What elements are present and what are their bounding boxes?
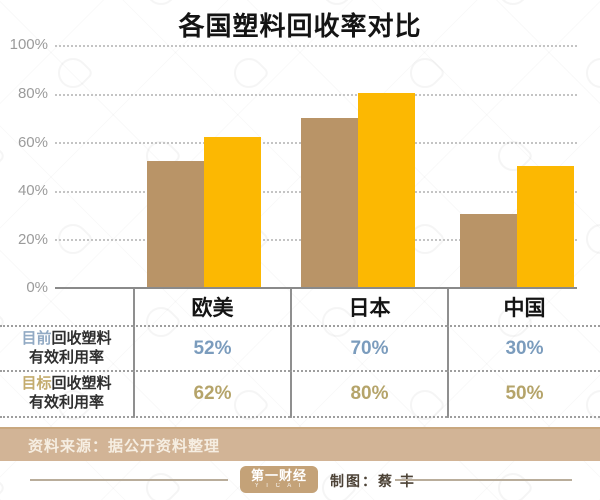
source-banner: 资料来源：据公开资料整理 [0, 427, 600, 461]
gridline [55, 94, 577, 96]
row-label-target-line2: 有效利用率 [28, 394, 104, 411]
category-label-china: 中国 [447, 289, 600, 327]
footer-divider-right [395, 479, 572, 481]
bar-current-中国 [460, 214, 517, 287]
table-corner-cell [0, 289, 133, 327]
x-axis-baseline [55, 287, 577, 289]
row-label-current: 目前回收塑料 有效利用率 [0, 327, 133, 372]
bar-target-欧美 [204, 137, 261, 287]
row-label-target: 目标回收塑料 有效利用率 [0, 372, 133, 418]
y-axis-tick: 40% [17, 182, 48, 199]
bar-target-日本 [358, 93, 415, 287]
source-text: 资料来源：据公开资料整理 [28, 437, 221, 455]
y-axis-tick: 0% [26, 279, 48, 296]
yicai-logo: 第一财经 Y I C A I [240, 466, 318, 493]
row-label-target-line1: 目标回收塑料 [21, 375, 112, 393]
data-table: 欧美 日本 中国 目前回收塑料 有效利用率 52% 70% 30% 目标回收塑料… [0, 289, 600, 418]
y-axis-tick: 20% [17, 231, 48, 248]
value-target-europe-us: 62% [133, 372, 290, 418]
gridline [55, 45, 577, 47]
bar-current-日本 [301, 118, 358, 287]
footer: 第一财经 Y I C A I 制图：蔡 丰 [0, 464, 600, 496]
y-axis-tick: 100% [9, 36, 48, 53]
footer-divider-left [30, 479, 228, 481]
chart-title: 各国塑料回收率对比 [178, 11, 422, 41]
value-current-japan: 70% [290, 327, 447, 372]
value-current-china: 30% [447, 327, 600, 372]
value-target-china: 50% [447, 372, 600, 418]
row-label-current-line1: 目前回收塑料 [21, 329, 112, 347]
category-label-europe-us: 欧美 [133, 289, 290, 327]
yicai-logo-text: 第一财经 [250, 468, 307, 483]
credit-text: 制图：蔡 丰 [330, 473, 416, 489]
yicai-logo-subtext: Y I C A I [254, 483, 304, 489]
value-current-europe-us: 52% [133, 327, 290, 372]
y-axis-tick: 60% [17, 134, 48, 151]
row-label-current-line2: 有效利用率 [28, 348, 104, 366]
bar-current-欧美 [147, 161, 204, 287]
row-label-target-highlight: 目标 [21, 375, 52, 393]
bar-target-中国 [517, 166, 574, 287]
y-axis-tick: 80% [17, 85, 48, 102]
value-target-japan: 80% [290, 372, 447, 418]
category-label-japan: 日本 [290, 289, 447, 327]
row-label-current-highlight: 目前 [21, 329, 52, 347]
